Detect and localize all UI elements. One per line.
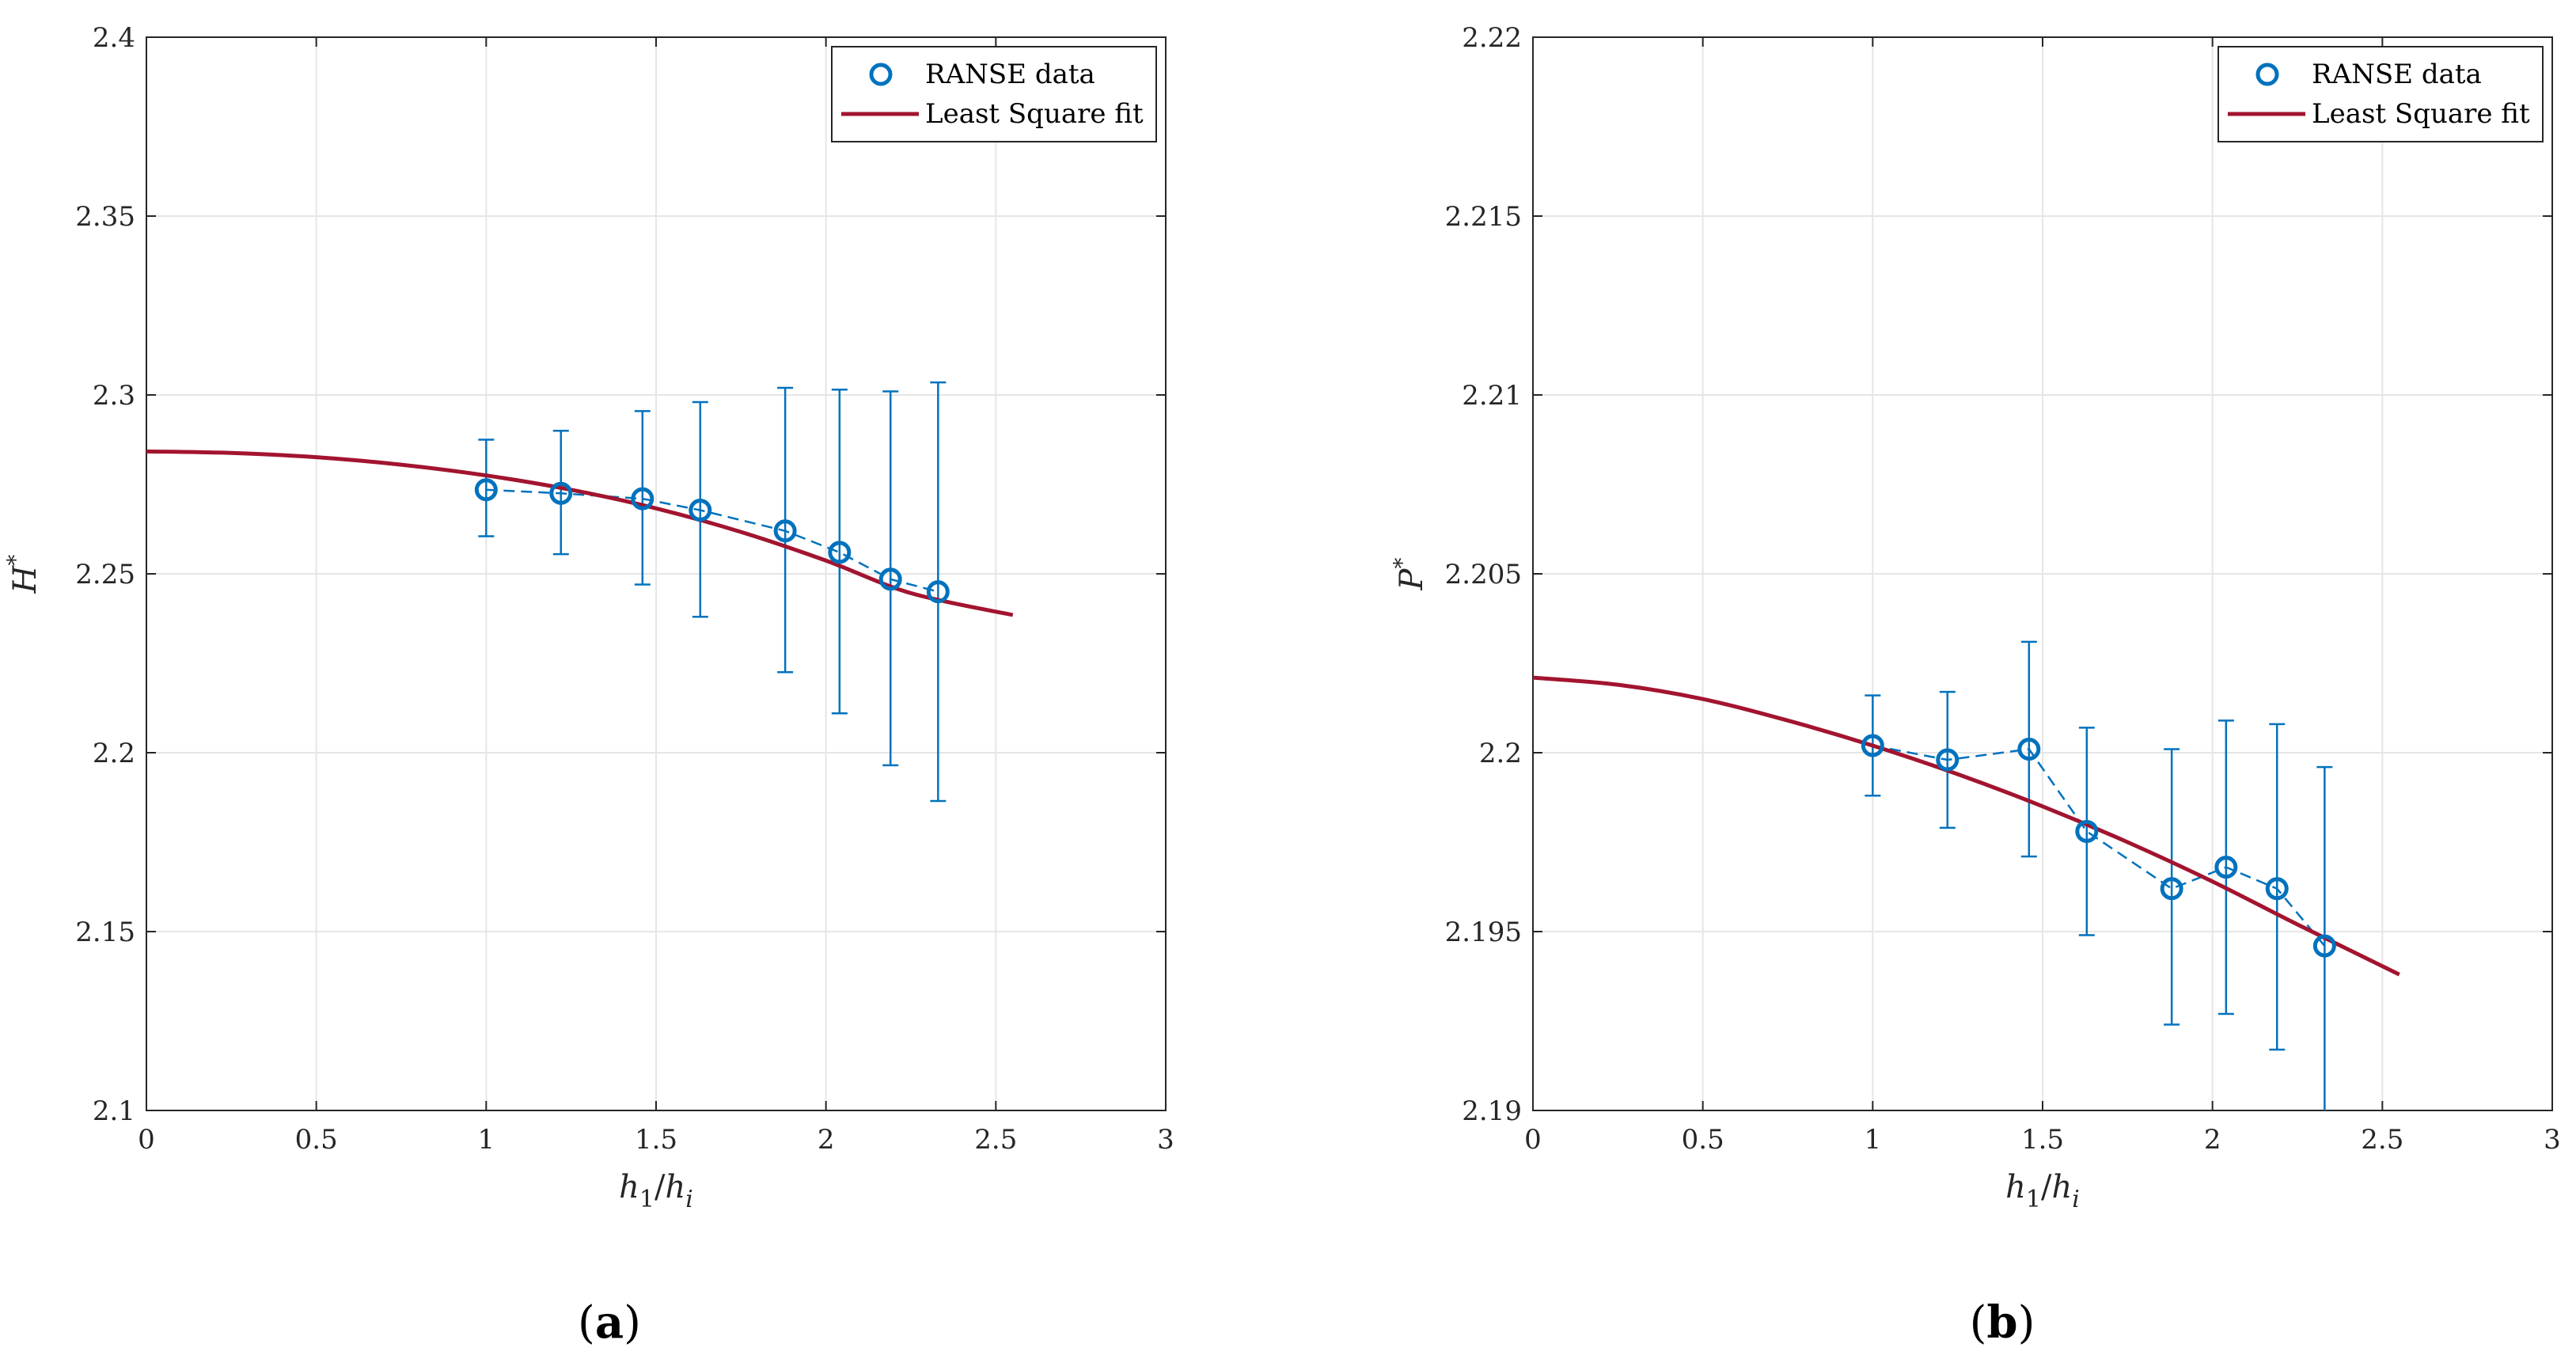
data-point <box>2312 934 2336 958</box>
legend-marker-data <box>2255 63 2279 86</box>
data-point <box>631 487 654 511</box>
y-axis-label-main: H <box>7 564 44 594</box>
y-tick-label: 2.205 <box>1445 559 1522 590</box>
legend-label-fit: Least Square fit <box>925 98 1144 130</box>
x-axis-label-a: h <box>2005 1169 2026 1205</box>
y-tick-label: 2.1 <box>93 1095 135 1127</box>
y-tick-label: 2.195 <box>1445 917 1522 948</box>
y-axis-label: H* <box>2 555 44 594</box>
chart-panel-a: 0 0.5 1 1.5 2 2.5 32.12.152.22.252.32.352.4h1/… <box>2 22 1174 1349</box>
y-tick-label: 2.4 <box>93 22 135 54</box>
legend: RANSE data Least Square fit <box>2217 46 2544 142</box>
y-tick-label: 2.35 <box>75 201 135 233</box>
chart-panel-b: 0 0.5 1 1.5 2 2.5 3 2.19 2.195 2.2 2.205 2.21 2.215 2… <box>1389 22 2561 1349</box>
x-tick-label: 1.5 <box>2021 1124 2064 1156</box>
data-point <box>689 499 712 522</box>
x-axis-label-a-sub: 1 <box>639 1186 654 1213</box>
x-tick-label: 1 <box>478 1124 495 1156</box>
data-point <box>878 568 902 591</box>
x-axis-label: h1/hi <box>619 1169 693 1213</box>
data-point <box>2075 819 2099 843</box>
x-axis-label-a: h <box>619 1169 639 1205</box>
x-tick-label: 1 <box>1865 1124 1882 1156</box>
data-point <box>2265 877 2289 901</box>
y-tick-label: 2.25 <box>75 559 135 590</box>
y-axis-label-main: P <box>1394 568 1430 590</box>
data-point <box>549 481 573 505</box>
x-tick-label: 3 <box>1157 1124 1174 1156</box>
y-tick-label: 2.22 <box>1462 22 1522 54</box>
y-axis-label-sup: * <box>2 555 28 566</box>
x-axis-label: h1/hi <box>2005 1169 2080 1213</box>
plot-content <box>1533 640 2400 1110</box>
x-axis-label-slash: / <box>2041 1169 2052 1205</box>
y-tick-label: 2.3 <box>93 380 135 412</box>
panel-label-letter: a <box>595 1296 624 1349</box>
y-axis-label: P* <box>1389 558 1430 591</box>
data-point <box>2017 737 2041 761</box>
data-point <box>2214 856 2238 879</box>
x-axis-label-b: h <box>665 1169 685 1205</box>
y-tick-label: 2.2 <box>1479 738 1522 769</box>
y-tick-label: 2.19 <box>1462 1095 1522 1127</box>
y-tick-label: 2.215 <box>1445 201 1522 233</box>
x-tick-label: 2.5 <box>2361 1124 2403 1156</box>
y-tick-label: 2.15 <box>75 917 135 948</box>
legend: RANSE data Least Square fit <box>831 46 1157 142</box>
data-connector-line <box>1872 744 2326 947</box>
legend-label-data: RANSE data <box>925 59 1095 90</box>
panel-label-close: ) <box>2018 1297 2035 1349</box>
legend-label-fit: Least Square fit <box>2312 98 2530 130</box>
data-point <box>1936 748 1960 772</box>
panel-label-close: ) <box>624 1297 641 1349</box>
data-point <box>828 541 852 564</box>
data-point <box>773 519 797 543</box>
x-tick-label: 1.5 <box>635 1124 677 1156</box>
data-point <box>2160 877 2183 901</box>
x-tick-label: 0.5 <box>1682 1124 1724 1156</box>
data-point <box>474 478 498 502</box>
legend-box <box>2217 46 2544 142</box>
legend-box <box>831 46 1157 142</box>
panel-label: (b) <box>1970 1296 2035 1349</box>
y-axis-label-sup: * <box>1389 558 1415 569</box>
x-tick-label: 2 <box>818 1124 835 1156</box>
plot-content <box>146 381 1014 803</box>
y-tick-label: 2.21 <box>1462 380 1522 412</box>
x-tick-label: 2.5 <box>974 1124 1017 1156</box>
y-tick-label: 2.2 <box>93 738 135 769</box>
panel-label: (a) <box>578 1296 641 1349</box>
x-tick-label: 3 <box>2544 1124 2561 1156</box>
fit-curve <box>1533 675 2400 977</box>
x-axis-label-a-sub: 1 <box>2026 1186 2041 1213</box>
x-axis-label-b: h <box>2051 1169 2072 1205</box>
x-tick-label: 0 <box>1524 1124 1542 1156</box>
x-tick-label: 2 <box>2204 1124 2221 1156</box>
panel-label-open: ( <box>578 1297 595 1349</box>
x-axis-label-b-sub: i <box>2072 1186 2080 1213</box>
data-point <box>926 580 950 604</box>
legend-label-data: RANSE data <box>2312 59 2482 90</box>
panel-label-open: ( <box>1970 1297 1987 1349</box>
panel-label-letter: b <box>1986 1296 2017 1349</box>
x-axis-label-b-sub: i <box>685 1186 693 1213</box>
data-point <box>1861 734 1884 757</box>
x-axis-label-slash: / <box>654 1169 666 1205</box>
x-tick-label: 0.5 <box>295 1124 338 1156</box>
x-tick-label: 0 <box>138 1124 155 1156</box>
legend-marker-data <box>869 63 893 86</box>
